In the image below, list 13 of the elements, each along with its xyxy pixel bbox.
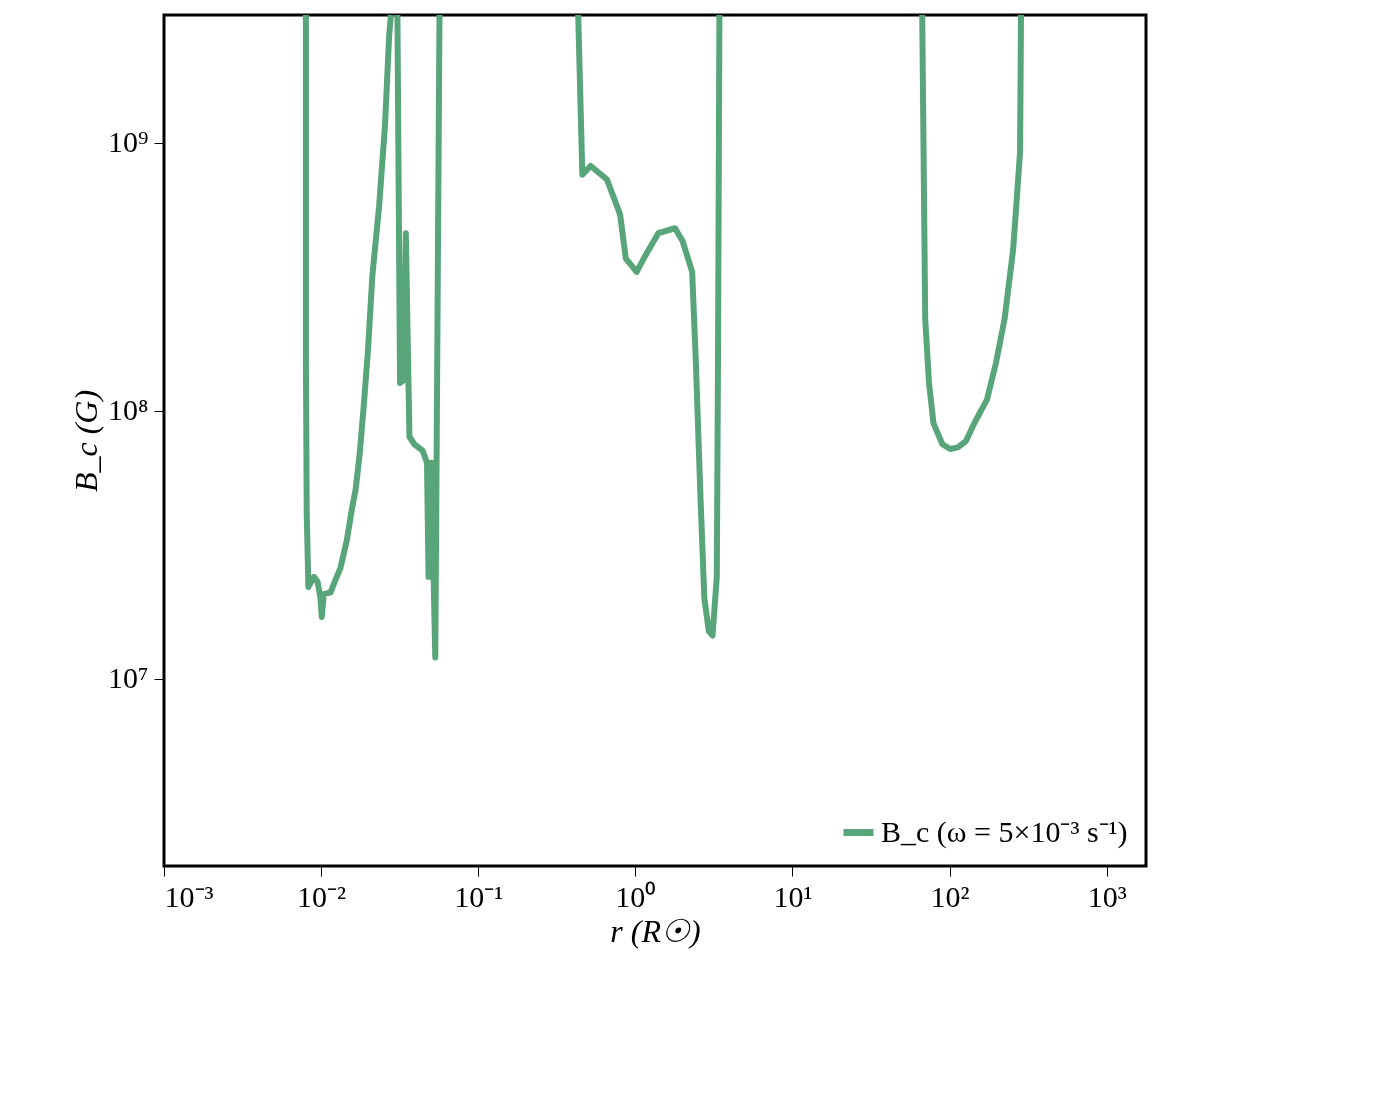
x-axis-title: r (R☉) bbox=[610, 912, 701, 949]
y-tick-label: 10⁹ bbox=[108, 125, 149, 159]
x-tick-label: 10⁻² bbox=[297, 879, 347, 913]
y-tick-label: 10⁸ bbox=[108, 393, 149, 427]
x-tick-label: 10¹ bbox=[773, 879, 813, 913]
x-tick-label: 10³ bbox=[1087, 879, 1127, 913]
legend-label: B_c (ω = 5×10⁻³ s⁻¹) bbox=[881, 814, 1128, 849]
y-tick-label: 10⁷ bbox=[108, 661, 149, 695]
x-tick-label: 10⁻³ bbox=[164, 879, 214, 913]
y-axis-title: B_c (G) bbox=[68, 389, 105, 493]
x-tick-label: 10² bbox=[930, 879, 970, 913]
x-tick-label: 10⁰ bbox=[615, 879, 657, 913]
x-tick-label: 10⁻¹ bbox=[454, 879, 504, 913]
